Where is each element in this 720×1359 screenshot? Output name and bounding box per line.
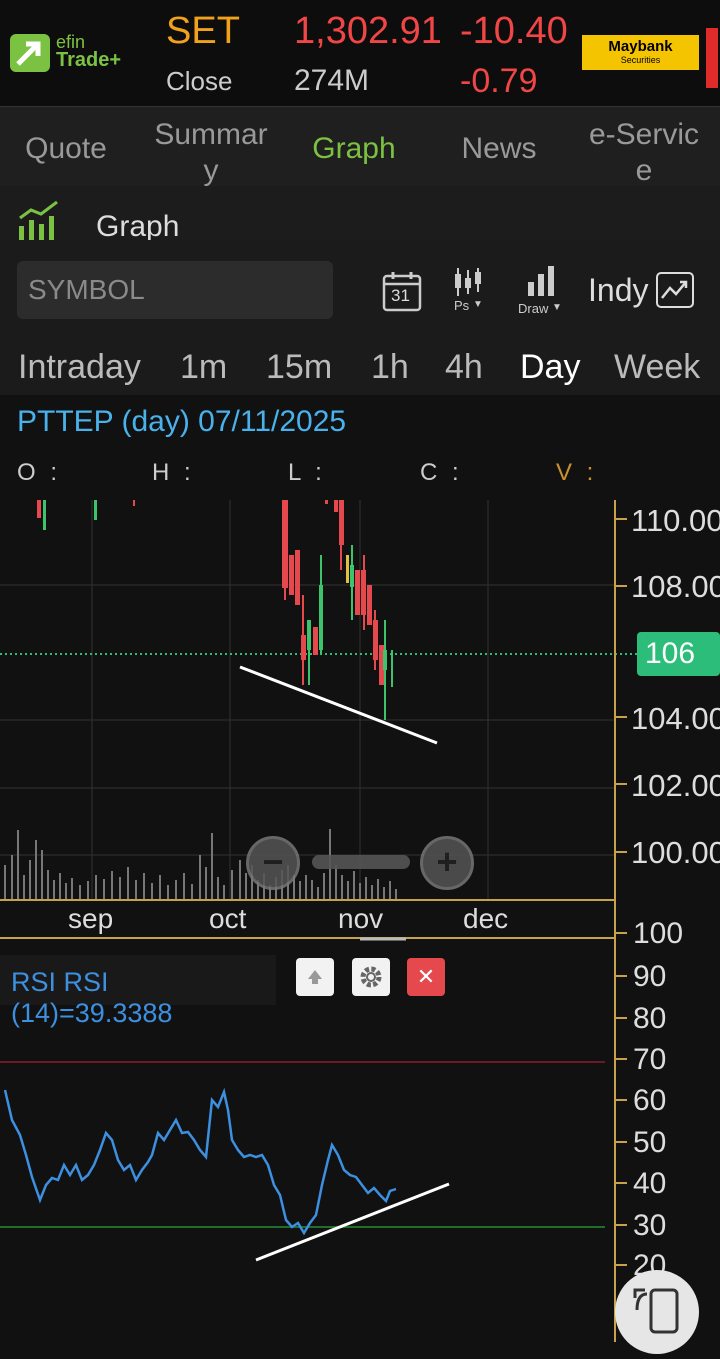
draw-button[interactable]: Draw ▼ — [518, 266, 566, 316]
efin-logo-icon — [10, 34, 50, 72]
ohlc-high: H : — [152, 459, 195, 486]
zoom-out-button[interactable]: − — [246, 836, 300, 890]
rotate-screen-button[interactable] — [615, 1270, 699, 1354]
price-chart[interactable] — [0, 395, 720, 1342]
rsi-tick-40: 40 — [633, 1167, 667, 1200]
chart-area: PTTEP (day) 07/11/2025 O : H : L : C : V… — [0, 395, 720, 1354]
price-style-button[interactable]: Ps ▼ — [452, 268, 488, 318]
rsi-settings-button[interactable] — [352, 958, 390, 996]
candles — [37, 500, 393, 720]
section-header: Graph — [0, 186, 720, 240]
bar-chart-icon — [528, 266, 554, 296]
rsi-tick-50: 50 — [633, 1126, 667, 1159]
broker-name: Maybank — [608, 38, 673, 55]
index-volume: 274M — [294, 64, 370, 97]
rsi-tick-100: 100 — [633, 917, 684, 950]
price-tick-102: 102.00 — [631, 768, 720, 803]
close-label: Close — [166, 66, 233, 96]
symbol-input[interactable] — [17, 261, 333, 319]
timeframe-intraday[interactable]: Intraday — [18, 348, 141, 386]
timeframe-week[interactable]: Week — [614, 348, 701, 386]
ohlc-volume: V : — [556, 459, 598, 486]
index-name: SET — [166, 10, 240, 52]
index-value: 1,302.91 — [294, 10, 442, 52]
zoom-slider[interactable] — [312, 855, 410, 869]
tab-summary[interactable]: Summar y — [154, 118, 268, 186]
price-trendline[interactable] — [239, 665, 438, 745]
month-dec: dec — [463, 903, 509, 934]
ps-chevron-down-icon: ▼ — [473, 299, 483, 310]
price-tick-110: 110.00 — [631, 503, 720, 538]
calendar-icon[interactable]: 31 — [382, 270, 422, 312]
rotate-phone-icon — [633, 1288, 679, 1334]
arrow-up-icon — [308, 970, 322, 984]
close-icon: ✕ — [416, 964, 436, 989]
ohlc-low: L : — [288, 459, 326, 486]
move-up-button[interactable] — [296, 958, 334, 996]
graph-icon — [17, 200, 63, 240]
trend-chart-icon — [656, 272, 694, 308]
ps-label: Ps — [454, 298, 470, 313]
broker-sub: Securities — [620, 55, 661, 65]
rsi-indicator-box: RSI RSI (14)=39.3388 — [0, 955, 276, 1028]
index-change: -10.40 — [460, 10, 568, 52]
section-title: Graph — [96, 210, 180, 240]
zoom-in-button[interactable]: + — [420, 836, 474, 890]
alert-bar — [706, 28, 718, 88]
current-price-badge: 106 — [637, 632, 720, 676]
main-tabs: Quote Summar y Graph News e-Servic e — [0, 106, 720, 186]
timeframe-1h[interactable]: 1h — [371, 348, 409, 386]
month-sep: sep — [68, 903, 114, 934]
timeframe-15m[interactable]: 15m — [266, 348, 333, 386]
logo-efin-text: efin — [56, 32, 86, 52]
draw-label: Draw — [518, 301, 549, 316]
tab-news[interactable]: News — [461, 132, 537, 165]
rsi-tick-60: 60 — [633, 1084, 667, 1117]
draw-chevron-down-icon: ▼ — [552, 302, 562, 313]
volume-bars — [4, 829, 397, 900]
candlestick-icon — [455, 268, 481, 296]
rsi-close-button[interactable]: ✕ — [407, 958, 445, 996]
ohlc-close: C : — [420, 459, 463, 486]
index-pct-change: -0.79 — [460, 62, 538, 100]
graph-toolbar: 31 Ps ▼ Draw ▼ Indy Intraday 1m 15m 1h 4… — [0, 240, 720, 395]
maybank-logo[interactable]: Maybank Securities — [582, 35, 699, 70]
market-header: efin Trade+ SET Close 1,302.91 274M -10.… — [0, 0, 720, 106]
timeframe-1m[interactable]: 1m — [180, 348, 228, 386]
rsi-value-label: RSI RSI (14)=39.3388 — [11, 967, 173, 1028]
rsi-tick-80: 80 — [633, 1002, 667, 1035]
gear-icon — [360, 966, 382, 988]
timeframe-4h[interactable]: 4h — [445, 348, 483, 386]
month-oct: oct — [209, 903, 247, 934]
tab-quote[interactable]: Quote — [25, 132, 107, 165]
calendar-day: 31 — [391, 286, 410, 305]
rsi-tick-70: 70 — [633, 1043, 667, 1076]
rsi-tick-30: 30 — [633, 1209, 667, 1242]
tab-eservice[interactable]: e-Servic e — [588, 118, 700, 186]
logo-trade-text: Trade+ — [56, 49, 122, 71]
price-tick-104: 104.00 — [631, 701, 720, 736]
rsi-tick-90: 90 — [633, 960, 667, 993]
indy-label: Indy — [588, 272, 649, 308]
rsi-trendline[interactable] — [255, 1182, 450, 1262]
tab-graph[interactable]: Graph — [312, 132, 396, 165]
price-tick-108: 108.00 — [631, 569, 720, 604]
timeframe-day[interactable]: Day — [520, 348, 581, 386]
ohlc-open: O : — [17, 459, 62, 486]
indicator-button[interactable]: Indy — [588, 270, 698, 314]
month-nov: nov — [338, 903, 384, 934]
chart-title: PTTEP (day) 07/11/2025 — [17, 405, 347, 438]
price-tick-100: 100.00 — [631, 835, 720, 870]
rsi-line — [3, 1087, 397, 1236]
